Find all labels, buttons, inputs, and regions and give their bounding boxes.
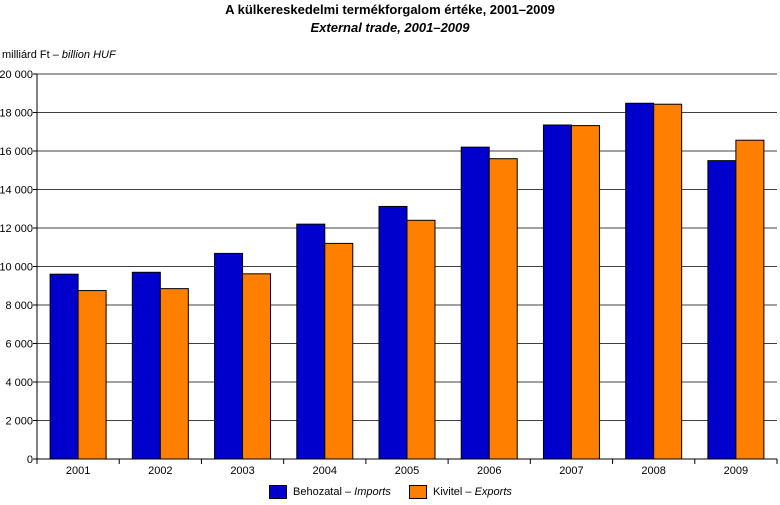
y-tick-label: 14 000 (0, 185, 33, 197)
x-tick-label: 2009 (724, 465, 748, 477)
bar-imports-2009 (707, 160, 737, 460)
legend-item-imports: Behozatal – Imports (269, 485, 391, 499)
bar-exports-2009 (735, 139, 765, 460)
legend-label-exports: Kivitel – Exports (433, 486, 512, 498)
y-axis-unit-label: milliárd Ft – billion HUF (2, 49, 116, 61)
x-tick-label: 2004 (313, 465, 337, 477)
legend-item-exports: Kivitel – Exports (409, 485, 512, 499)
x-tick-label: 2008 (641, 465, 665, 477)
y-axis-unit-hu: milliárd Ft (2, 49, 50, 61)
x-tick-label: 2001 (66, 465, 90, 477)
bar-exports-2008 (653, 103, 683, 460)
chart-title: A külkereskedelmi termékforgalom értéke,… (225, 2, 555, 17)
y-axis-unit-en: billion HUF (61, 49, 116, 61)
bar-imports-2007 (542, 124, 572, 460)
bar-exports-2007 (570, 125, 600, 460)
x-tick-label: 2002 (148, 465, 172, 477)
bar-exports-2003 (242, 273, 272, 460)
x-tick-label: 2005 (395, 465, 419, 477)
y-tick-label: 16 000 (0, 146, 33, 158)
x-tick-label: 2006 (477, 465, 501, 477)
legend-swatch-exports (409, 485, 427, 499)
bar-exports-2002 (159, 288, 189, 460)
x-tick-label: 2007 (559, 465, 583, 477)
y-tick-label: 12 000 (0, 223, 33, 235)
bar-imports-2002 (131, 271, 161, 460)
bar-imports-2003 (214, 252, 244, 460)
legend-swatch-imports (269, 485, 287, 499)
bar-imports-2008 (625, 102, 655, 460)
y-tick-label: 10 000 (0, 262, 33, 274)
bar-exports-2001 (77, 290, 107, 460)
bar-imports-2005 (378, 205, 408, 460)
y-tick-label: 20 000 (0, 69, 33, 81)
bar-exports-2006 (488, 158, 518, 460)
y-tick-label: 2 000 (5, 416, 33, 428)
y-tick-label: 18 000 (0, 108, 33, 120)
y-tick-label: 0 (27, 454, 33, 466)
bar-exports-2005 (406, 219, 436, 460)
bar-imports-2001 (49, 273, 79, 460)
y-tick-label: 8 000 (5, 300, 33, 312)
bar-imports-2006 (460, 146, 490, 460)
chart-subtitle: External trade, 2001–2009 (310, 20, 470, 35)
x-tick-label: 2003 (230, 465, 254, 477)
y-tick-label: 6 000 (5, 339, 33, 351)
bar-exports-2004 (324, 242, 354, 460)
bar-imports-2004 (296, 223, 326, 460)
y-tick-label: 4 000 (5, 377, 33, 389)
legend-label-imports: Behozatal – Imports (293, 486, 391, 498)
y-axis-unit-separator: – (49, 49, 62, 61)
